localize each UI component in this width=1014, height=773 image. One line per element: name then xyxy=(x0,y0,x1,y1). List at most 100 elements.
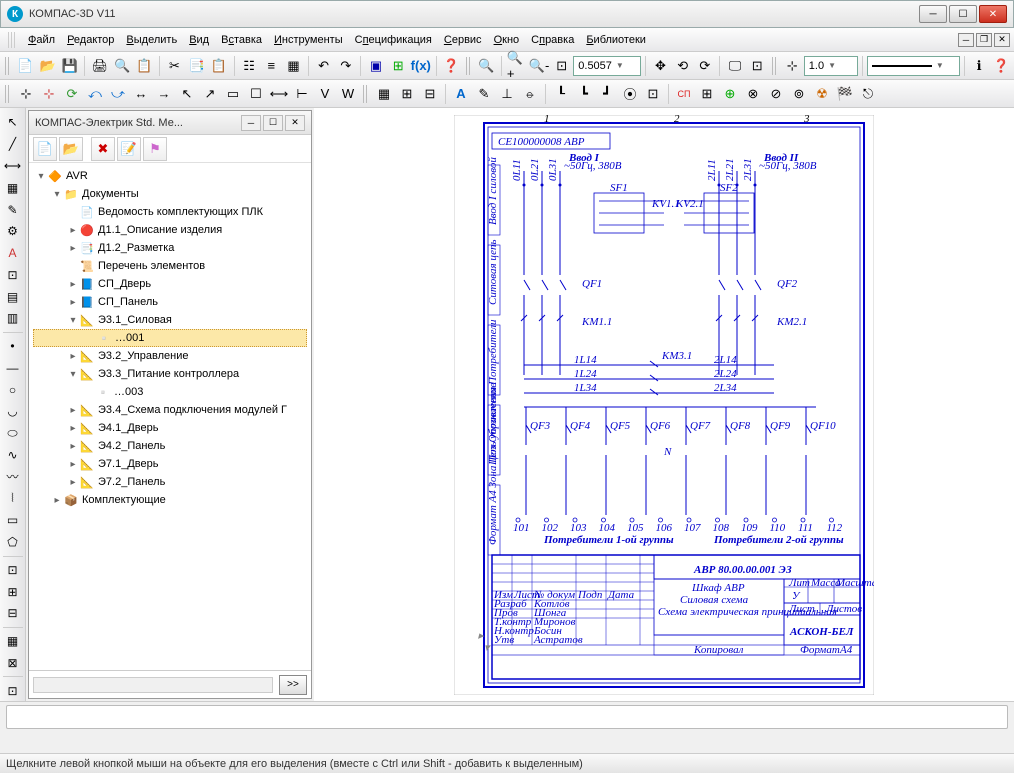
scale-combo[interactable]: 1.0 ▼ xyxy=(804,56,858,76)
lt-meas[interactable]: A xyxy=(2,243,24,264)
lt-ell[interactable]: ⬭ xyxy=(2,423,24,444)
t-c5[interactable]: ⊡ xyxy=(642,83,664,105)
grip[interactable] xyxy=(772,57,778,75)
t-s4[interactable]: ⊗ xyxy=(742,83,764,105)
lt-x6[interactable]: ⊡ xyxy=(2,680,24,701)
lt-spl2[interactable]: 〰 xyxy=(2,466,24,487)
panel-max[interactable]: ☐ xyxy=(263,115,283,131)
t-pt1[interactable]: ⊹ xyxy=(15,83,37,105)
save-button[interactable]: 💾 xyxy=(59,55,80,77)
t-e5[interactable]: ✎ xyxy=(473,83,495,105)
t-s2[interactable]: ⊞ xyxy=(696,83,718,105)
page-button[interactable]: 📋 xyxy=(134,55,155,77)
tree-item[interactable]: ▸🔴Д1.1_Описание изделия xyxy=(33,221,307,239)
mdi-minimize[interactable]: ─ xyxy=(958,33,974,47)
menu-инструменты[interactable]: Инструменты xyxy=(268,31,349,49)
t-e3[interactable]: ⊟ xyxy=(419,83,441,105)
redo-button[interactable]: ↷ xyxy=(335,55,356,77)
redraw-button[interactable]: ⊡ xyxy=(747,55,768,77)
style-combo[interactable]: ▼ xyxy=(867,56,960,76)
lt-rect[interactable]: ▭ xyxy=(2,510,24,531)
t-box[interactable]: ☐ xyxy=(245,83,267,105)
lt-sel2[interactable]: ⊡ xyxy=(2,264,24,285)
t-c4[interactable]: ⦿ xyxy=(619,83,641,105)
menu-вставка[interactable]: Вставка xyxy=(215,31,268,49)
tree-item[interactable]: ▾📁Документы xyxy=(33,185,307,203)
tree-item[interactable]: ▸📐Э7.1_Дверь xyxy=(33,455,307,473)
t-s8[interactable]: 🏁 xyxy=(834,83,856,105)
t-e2[interactable]: ⊞ xyxy=(396,83,418,105)
menu-справка[interactable]: Справка xyxy=(525,31,580,49)
ptb-new[interactable]: 📄 xyxy=(33,137,57,161)
ptb-del[interactable]: ✖ xyxy=(91,137,115,161)
lt-spl[interactable]: ∿ xyxy=(2,445,24,466)
copy-button[interactable]: 📑 xyxy=(186,55,207,77)
preview-button[interactable]: 🔍 xyxy=(112,55,133,77)
t-dim4[interactable]: W xyxy=(337,83,359,105)
t-dim2[interactable]: ⊢ xyxy=(291,83,313,105)
next-view-button[interactable]: ⟳ xyxy=(694,55,715,77)
menu-сервис[interactable]: Сервис xyxy=(438,31,488,49)
paste-button[interactable]: 📋 xyxy=(208,55,229,77)
lt-param[interactable]: ⚙ xyxy=(2,221,24,242)
t-l[interactable]: ↔ xyxy=(130,83,152,105)
tree-item[interactable]: ▸📐Э3.2_Управление xyxy=(33,347,307,365)
t-s7[interactable]: ☢ xyxy=(811,83,833,105)
layers-button[interactable]: ≡ xyxy=(261,55,282,77)
lt-npoly[interactable]: ⬠ xyxy=(2,532,24,553)
props-button[interactable]: ☷ xyxy=(238,55,259,77)
close-button[interactable]: ✕ xyxy=(979,5,1007,23)
t-sq[interactable]: ▭ xyxy=(222,83,244,105)
t-s5[interactable]: ⊘ xyxy=(765,83,787,105)
lt-x5[interactable]: ⊠ xyxy=(2,653,24,674)
t-e7[interactable]: ⦵ xyxy=(519,83,541,105)
zoom-sel-button[interactable]: ⊡ xyxy=(551,55,572,77)
t-e6[interactable]: ⊥ xyxy=(496,83,518,105)
t-c1[interactable]: ┖ xyxy=(550,83,572,105)
prev-view-button[interactable]: ⟲ xyxy=(672,55,693,77)
tree-item[interactable]: ▾📐Э3.3_Питание контроллера xyxy=(33,365,307,383)
panel-min[interactable]: ─ xyxy=(241,115,261,131)
t-pt2[interactable]: ⊹ xyxy=(38,83,60,105)
lt-edit[interactable]: ✎ xyxy=(2,199,24,220)
tree-item[interactable]: ▫️…001 xyxy=(33,329,307,347)
tree-item[interactable]: ▸📐Э7.2_Панель xyxy=(33,473,307,491)
t-dim3[interactable]: V xyxy=(314,83,336,105)
info-button[interactable]: ℹ xyxy=(968,55,989,77)
panel-more-button[interactable]: >> xyxy=(279,675,307,695)
lt-x4[interactable]: ▦ xyxy=(2,631,24,652)
ptb-cfg[interactable]: ⚑ xyxy=(143,137,167,161)
menu-файл[interactable]: Файл xyxy=(22,31,61,49)
tree-item[interactable]: 📄Ведомость комплектующих ПЛК xyxy=(33,203,307,221)
menu-спецификация[interactable]: Спецификация xyxy=(349,31,438,49)
lt-spec[interactable]: ▤ xyxy=(2,286,24,307)
lib-button[interactable]: ⊞ xyxy=(388,55,409,77)
zoom-combo[interactable]: 0.5057 ▼ xyxy=(573,56,641,76)
mdi-close[interactable]: ✕ xyxy=(994,33,1010,47)
project-tree[interactable]: ▾🔶AVR▾📁Документы📄Ведомость комплектующих… xyxy=(29,163,311,670)
tree-item[interactable]: ▸📘СП_Дверь xyxy=(33,275,307,293)
lt-rep[interactable]: ▥ xyxy=(2,308,24,329)
cut-button[interactable]: ✂ xyxy=(164,55,185,77)
mdi-restore[interactable]: ❐ xyxy=(976,33,992,47)
lt-dim[interactable]: ⟷ xyxy=(2,156,24,177)
lt-sel[interactable]: ↖ xyxy=(2,112,24,133)
new-button[interactable]: 📄 xyxy=(15,55,36,77)
vars-button[interactable]: ▦ xyxy=(283,55,304,77)
tree-item[interactable]: ▸📑Д1.2_Разметка xyxy=(33,239,307,257)
ptb-doc[interactable]: 📝 xyxy=(117,137,141,161)
menu-выделить[interactable]: Выделить xyxy=(120,31,183,49)
tree-item[interactable]: ▾📐Э3.1_Силовая xyxy=(33,311,307,329)
t-undo2[interactable]: ⤺ xyxy=(84,83,106,105)
fx-button[interactable]: f(x) xyxy=(410,55,432,77)
grip[interactable] xyxy=(8,32,16,48)
lt-hatch[interactable]: ▦ xyxy=(2,177,24,198)
tree-item[interactable]: ▸📐Э3.4_Схема подключения модулей Г xyxy=(33,401,307,419)
t-s6[interactable]: ⊚ xyxy=(788,83,810,105)
snap-button[interactable]: ⊹ xyxy=(782,55,803,77)
t-e1[interactable]: ▦ xyxy=(373,83,395,105)
panel-close[interactable]: ✕ xyxy=(285,115,305,131)
print-button[interactable]: 🖨 xyxy=(89,55,110,77)
menu-редактор[interactable]: Редактор xyxy=(61,31,120,49)
menu-вид[interactable]: Вид xyxy=(183,31,215,49)
